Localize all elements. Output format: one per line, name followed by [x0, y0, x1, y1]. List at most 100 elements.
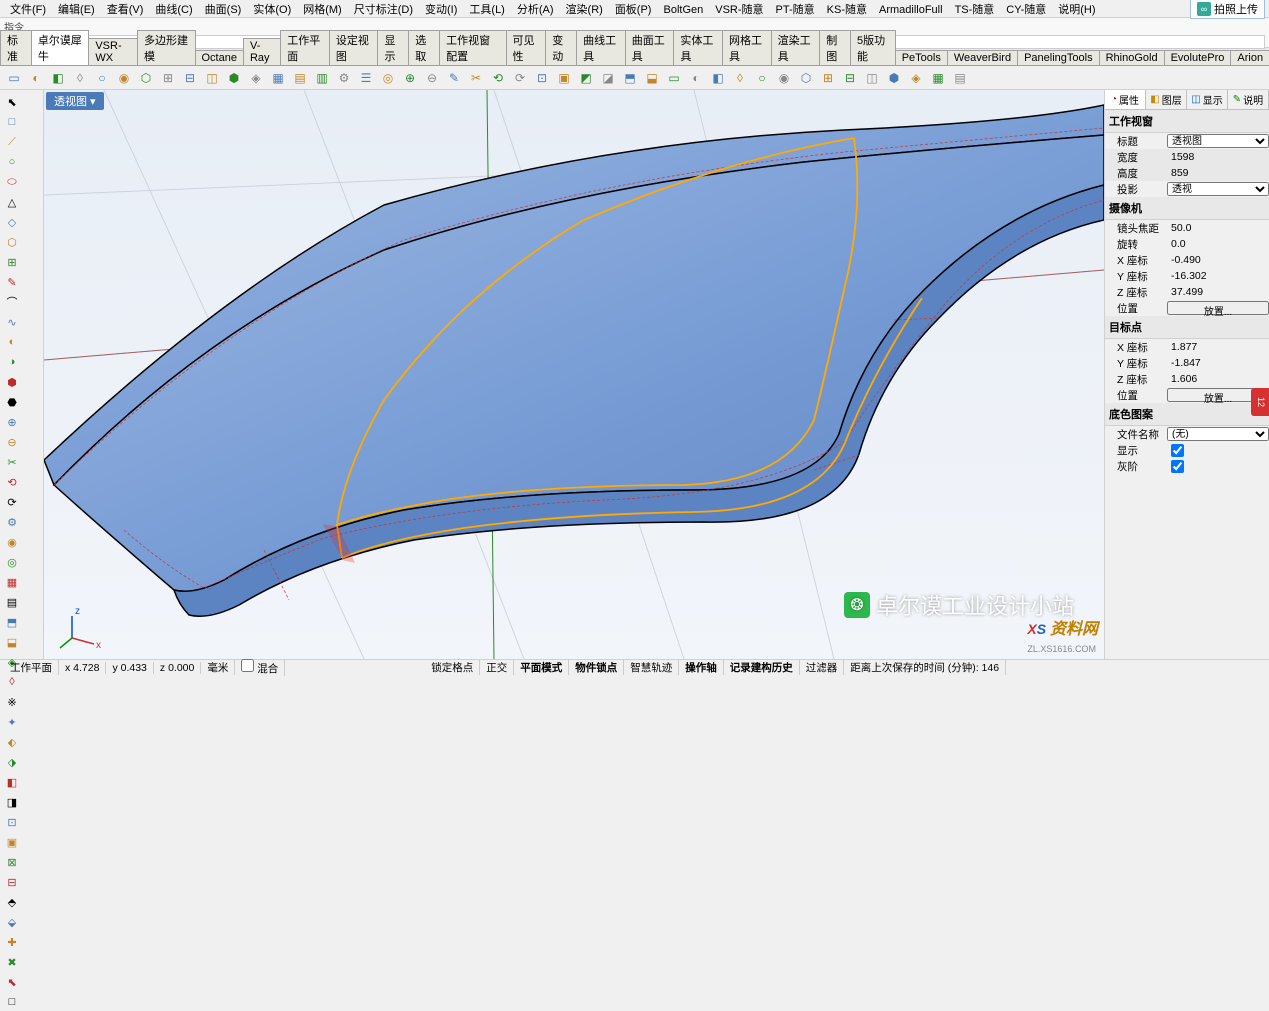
workspace-tab-0[interactable]: 标准	[0, 30, 32, 65]
toolbar-icon-29[interactable]: ⬓	[642, 68, 662, 88]
toolbar-icon-24[interactable]: ⊡	[532, 68, 552, 88]
toolbar-icon-30[interactable]: ▭	[664, 68, 684, 88]
left-tool-icon-33[interactable]: ⬗	[3, 753, 21, 771]
workspace-tab-22[interactable]: PanelingTools	[1017, 50, 1100, 65]
menu-item-10[interactable]: 分析(A)	[511, 4, 560, 16]
left-tool-icon-35[interactable]: ◨	[3, 793, 21, 811]
menu-item-0[interactable]: 文件(F)	[4, 4, 52, 16]
toolbar-icon-40[interactable]: ⬢	[884, 68, 904, 88]
left-tool-icon-19[interactable]: ⟲	[3, 473, 21, 491]
left-tool-icon-13[interactable]: ◑	[3, 353, 21, 371]
toolbar-icon-13[interactable]: ▤	[290, 68, 310, 88]
toolbar-icon-27[interactable]: ◪	[598, 68, 618, 88]
workspace-tab-2[interactable]: VSR-WX	[88, 38, 138, 65]
workspace-tab-24[interactable]: EvolutePro	[1164, 50, 1232, 65]
workspace-tab-13[interactable]: 曲线工具	[576, 30, 626, 65]
panel-tab-属性[interactable]: ◔属性	[1105, 90, 1146, 109]
status-mode-操作轴[interactable]: 操作轴	[679, 660, 724, 675]
menu-item-3[interactable]: 曲线(C)	[149, 4, 198, 16]
toolbar-icon-2[interactable]: ◧	[48, 68, 68, 88]
left-tool-icon-0[interactable]: ⬉	[3, 93, 21, 111]
left-tool-icon-5[interactable]: △	[3, 193, 21, 211]
toolbar-icon-39[interactable]: ◫	[862, 68, 882, 88]
workspace-tab-25[interactable]: Arion	[1230, 50, 1269, 65]
toolbar-icon-10[interactable]: ⬢	[224, 68, 244, 88]
left-tool-icon-27[interactable]: ⬓	[3, 633, 21, 651]
toolbar-icon-1[interactable]: ◐	[26, 68, 46, 88]
toolbar-icon-0[interactable]: ▭	[4, 68, 24, 88]
left-tool-icon-32[interactable]: ⬖	[3, 733, 21, 751]
workspace-tab-9[interactable]: 选取	[408, 30, 440, 65]
menu-item-9[interactable]: 工具(L)	[463, 4, 510, 16]
status-mode-过滤器[interactable]: 过滤器	[800, 660, 845, 675]
prop-select[interactable]: 透视图	[1167, 134, 1269, 148]
status-mode-锁定格点[interactable]: 锁定格点	[425, 660, 480, 675]
left-tool-icon-10[interactable]: ⌒	[3, 293, 21, 311]
left-tool-icon-29[interactable]: ◊	[3, 673, 21, 691]
prop-button[interactable]: 放置...	[1167, 301, 1269, 315]
workspace-tab-10[interactable]: 工作视窗配置	[439, 30, 506, 65]
toolbar-icon-16[interactable]: ☰	[356, 68, 376, 88]
menu-item-16[interactable]: KS-随意	[821, 4, 873, 16]
menu-item-15[interactable]: PT-随意	[770, 4, 821, 16]
left-tool-icon-36[interactable]: ⊡	[3, 813, 21, 831]
workspace-tab-6[interactable]: 工作平面	[280, 30, 330, 65]
toolbar-icon-41[interactable]: ◈	[906, 68, 926, 88]
menu-item-8[interactable]: 变动(I)	[419, 4, 463, 16]
workspace-tab-8[interactable]: 显示	[377, 30, 409, 65]
toolbar-icon-35[interactable]: ◉	[774, 68, 794, 88]
workspace-tab-14[interactable]: 曲面工具	[625, 30, 675, 65]
menu-item-14[interactable]: VSR-随意	[709, 4, 769, 16]
toolbar-icon-19[interactable]: ⊖	[422, 68, 442, 88]
toolbar-icon-14[interactable]: ▥	[312, 68, 332, 88]
toolbar-icon-15[interactable]: ⚙	[334, 68, 354, 88]
status-mode-平面模式[interactable]: 平面模式	[514, 660, 569, 675]
toolbar-icon-11[interactable]: ◈	[246, 68, 266, 88]
toolbar-icon-3[interactable]: ◊	[70, 68, 90, 88]
left-tool-icon-45[interactable]: □	[3, 993, 21, 1011]
toolbar-icon-34[interactable]: ○	[752, 68, 772, 88]
left-tool-icon-37[interactable]: ▣	[3, 833, 21, 851]
left-tool-icon-6[interactable]: ◇	[3, 213, 21, 231]
viewport-tab[interactable]: 透视图 ▾	[46, 92, 104, 110]
left-tool-icon-7[interactable]: ⬡	[3, 233, 21, 251]
status-mode-记录建构历史[interactable]: 记录建构历史	[724, 660, 800, 675]
toolbar-icon-17[interactable]: ◎	[378, 68, 398, 88]
menu-item-20[interactable]: 说明(H)	[1052, 4, 1101, 16]
workspace-tab-16[interactable]: 网格工具	[722, 30, 772, 65]
status-mode-智慧轨迹[interactable]: 智慧轨迹	[624, 660, 679, 675]
toolbar-icon-23[interactable]: ⟳	[510, 68, 530, 88]
toolbar-icon-31[interactable]: ◐	[686, 68, 706, 88]
left-tool-icon-43[interactable]: ✖	[3, 953, 21, 971]
prop-checkbox[interactable]	[1171, 444, 1184, 457]
left-tool-icon-21[interactable]: ⚙	[3, 513, 21, 531]
left-tool-icon-11[interactable]: ∿	[3, 313, 21, 331]
left-tool-icon-12[interactable]: ◐	[3, 333, 21, 351]
menu-item-18[interactable]: TS-随意	[949, 4, 1001, 16]
workspace-tab-18[interactable]: 制图	[819, 30, 851, 65]
workspace-tab-1[interactable]: 卓尔谟犀牛	[31, 30, 90, 65]
toolbar-icon-20[interactable]: ✎	[444, 68, 464, 88]
left-tool-icon-42[interactable]: ✚	[3, 933, 21, 951]
toolbar-icon-7[interactable]: ⊞	[158, 68, 178, 88]
toolbar-icon-28[interactable]: ⬒	[620, 68, 640, 88]
workspace-tab-15[interactable]: 实体工具	[673, 30, 723, 65]
left-tool-icon-30[interactable]: ※	[3, 693, 21, 711]
menu-item-6[interactable]: 网格(M)	[297, 4, 348, 16]
left-tool-icon-18[interactable]: ✂	[3, 453, 21, 471]
toolbar-icon-6[interactable]: ⬡	[136, 68, 156, 88]
left-tool-icon-4[interactable]: ⬭	[3, 173, 21, 191]
toolbar-icon-22[interactable]: ⟲	[488, 68, 508, 88]
toolbar-icon-33[interactable]: ◊	[730, 68, 750, 88]
left-tool-icon-24[interactable]: ▦	[3, 573, 21, 591]
toolbar-icon-36[interactable]: ⬡	[796, 68, 816, 88]
workspace-tab-4[interactable]: Octane	[195, 50, 244, 65]
status-mode-正交[interactable]: 正交	[480, 660, 514, 675]
workspace-tab-23[interactable]: RhinoGold	[1099, 50, 1165, 65]
menu-item-5[interactable]: 实体(O)	[247, 4, 297, 16]
workspace-tab-17[interactable]: 渲染工具	[771, 30, 821, 65]
left-tool-icon-25[interactable]: ▤	[3, 593, 21, 611]
prop-select[interactable]: (无)	[1167, 427, 1269, 441]
left-tool-icon-31[interactable]: ✦	[3, 713, 21, 731]
workspace-tab-11[interactable]: 可见性	[506, 30, 547, 65]
